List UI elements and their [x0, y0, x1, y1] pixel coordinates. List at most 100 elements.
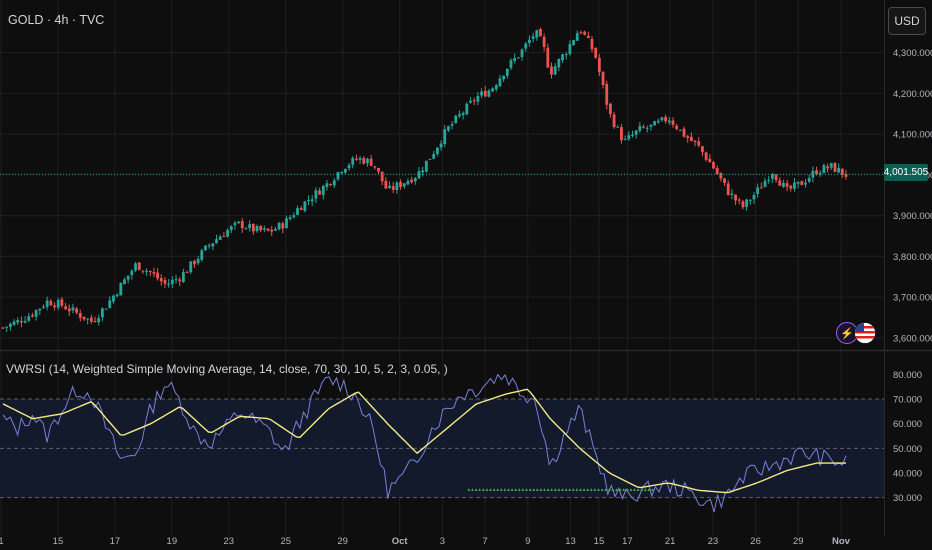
rsi-tick-label: 70.000 — [893, 395, 922, 406]
time-axis[interactable]: 1 15 17 19 23 25 29 Oct 3 7 9 13 15 17 21 23 26 29 Nov — [0, 536, 851, 547]
candle-body — [789, 185, 793, 189]
candle-body — [78, 312, 82, 318]
candle-body — [435, 147, 439, 154]
candle-body — [347, 165, 351, 169]
candle-body — [689, 136, 693, 141]
candle-body — [686, 136, 690, 138]
candle-body — [5, 326, 9, 328]
candle-body — [388, 185, 391, 188]
candle-body — [653, 121, 656, 126]
time-tick-label: 1 — [0, 536, 4, 547]
candle-body — [793, 182, 796, 189]
candle-body — [262, 228, 266, 230]
candle-body — [185, 272, 189, 274]
candle-body — [439, 143, 443, 148]
candle-body — [697, 141, 701, 146]
candle-body — [148, 270, 152, 273]
candle-body — [428, 158, 432, 160]
candle-body — [399, 181, 402, 187]
candle-body — [366, 158, 369, 164]
candle-body — [612, 114, 616, 128]
oversold-marker — [633, 488, 636, 491]
candle-body — [719, 172, 723, 179]
candle-body — [31, 315, 34, 317]
candle-body — [730, 193, 734, 195]
last-price-label: 4,001.505 — [884, 164, 928, 181]
candle-body — [395, 182, 399, 191]
time-tick-label: 9 — [525, 536, 530, 547]
indicator-title[interactable]: VWRSI (14, Weighted Simple Moving Averag… — [6, 362, 448, 376]
candle-body — [343, 168, 347, 173]
candle-body — [682, 128, 686, 137]
candle-body — [332, 180, 336, 186]
oversold-marker — [611, 488, 615, 491]
candle-body — [502, 75, 506, 80]
candle-body — [553, 66, 557, 75]
candle-body — [34, 310, 38, 317]
candle-body — [535, 30, 539, 38]
candle-body — [450, 124, 454, 126]
candle-body — [675, 125, 679, 130]
candle-body — [358, 158, 362, 160]
candle-body — [75, 308, 79, 313]
candle-body — [505, 68, 509, 76]
rsi-lines[interactable] — [2, 373, 847, 513]
candle-body — [340, 172, 344, 174]
candle-body — [424, 160, 428, 172]
candle-body — [321, 186, 325, 195]
candle-body — [667, 120, 671, 123]
candle-body — [715, 168, 719, 174]
candle-body — [351, 157, 355, 165]
lightning-icon[interactable]: ⚡ — [836, 322, 858, 344]
oversold-marker — [489, 488, 492, 491]
time-tick-label: 26 — [750, 536, 761, 547]
candle-body — [480, 91, 483, 96]
price-axis[interactable]: 3,600.0003,700.0003,800.0003,900.0004,00… — [893, 48, 932, 344]
oversold-marker — [561, 488, 564, 491]
candle-body — [200, 250, 204, 260]
candle-body — [734, 194, 737, 201]
rsi-tick-label: 50.000 — [893, 444, 922, 455]
time-tick-label: 21 — [665, 536, 676, 547]
candle-body — [656, 120, 660, 123]
candle-body — [616, 126, 620, 128]
oversold-marker — [651, 488, 654, 491]
candle-body — [723, 178, 726, 183]
candles[interactable] — [1, 27, 848, 333]
candle-body — [8, 323, 12, 327]
oversold-marker — [553, 488, 557, 491]
candle-body — [248, 224, 252, 229]
candle-body — [178, 279, 182, 282]
candle-body — [620, 127, 623, 141]
candle-body — [704, 152, 708, 160]
us-flag-icon[interactable] — [854, 322, 876, 344]
candle-body — [579, 32, 583, 34]
candle-body — [432, 153, 436, 159]
candle-body — [292, 215, 296, 218]
candle-body — [708, 158, 712, 163]
oversold-marker — [550, 488, 554, 491]
candle-body — [509, 60, 513, 68]
candle-body — [840, 168, 844, 175]
candle-body — [377, 167, 380, 172]
candle-body — [130, 270, 134, 276]
oversold-marker — [535, 488, 539, 491]
currency-button[interactable]: USD — [888, 7, 926, 35]
rsi-tick-label: 30.000 — [893, 493, 922, 504]
candle-body — [524, 43, 528, 49]
candle-body — [447, 126, 450, 131]
candle-body — [476, 95, 480, 102]
candle-body — [712, 162, 715, 169]
candle-body — [211, 243, 215, 247]
candle-body — [752, 194, 756, 200]
candle-body — [557, 58, 561, 68]
candle-body — [126, 275, 130, 280]
candle-body — [97, 318, 101, 323]
candle-body — [42, 306, 45, 308]
rsi-axis[interactable]: 30.000 40.000 50.000 60.000 70.000 80.000 — [893, 370, 922, 504]
candle-body — [240, 221, 244, 229]
oversold-marker — [507, 488, 510, 491]
oversold-marker — [499, 488, 503, 491]
candle-body — [281, 223, 285, 229]
